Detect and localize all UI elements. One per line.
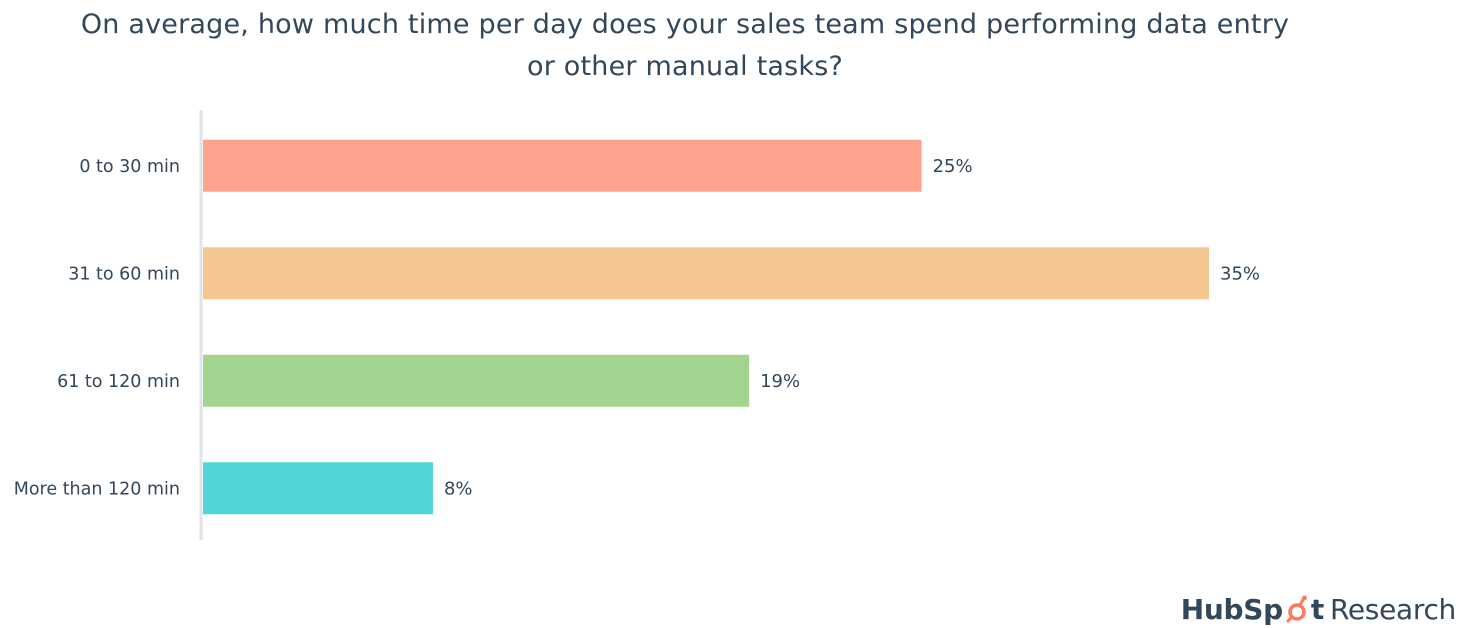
value-label: 25% bbox=[933, 156, 973, 177]
bar bbox=[203, 139, 922, 192]
bar bbox=[203, 247, 1209, 300]
bar bbox=[203, 462, 433, 515]
value-label: 35% bbox=[1220, 263, 1260, 284]
category-label: 0 to 30 min bbox=[79, 157, 180, 177]
hubspot-research-logo: HubSp t Research bbox=[1180, 592, 1457, 626]
category-label: More than 120 min bbox=[14, 479, 180, 499]
category-label: 61 to 120 min bbox=[57, 372, 180, 392]
bar bbox=[203, 354, 750, 407]
chart-title: On average, how much time per day does y… bbox=[80, 9, 1290, 82]
value-label: 8% bbox=[444, 478, 473, 499]
sprocket-icon bbox=[1285, 595, 1307, 623]
research-label: Research bbox=[1329, 592, 1456, 626]
category-label: 31 to 60 min bbox=[68, 264, 180, 284]
hubspot-wordmark: HubSp t bbox=[1180, 592, 1325, 626]
value-label: 19% bbox=[760, 371, 800, 392]
